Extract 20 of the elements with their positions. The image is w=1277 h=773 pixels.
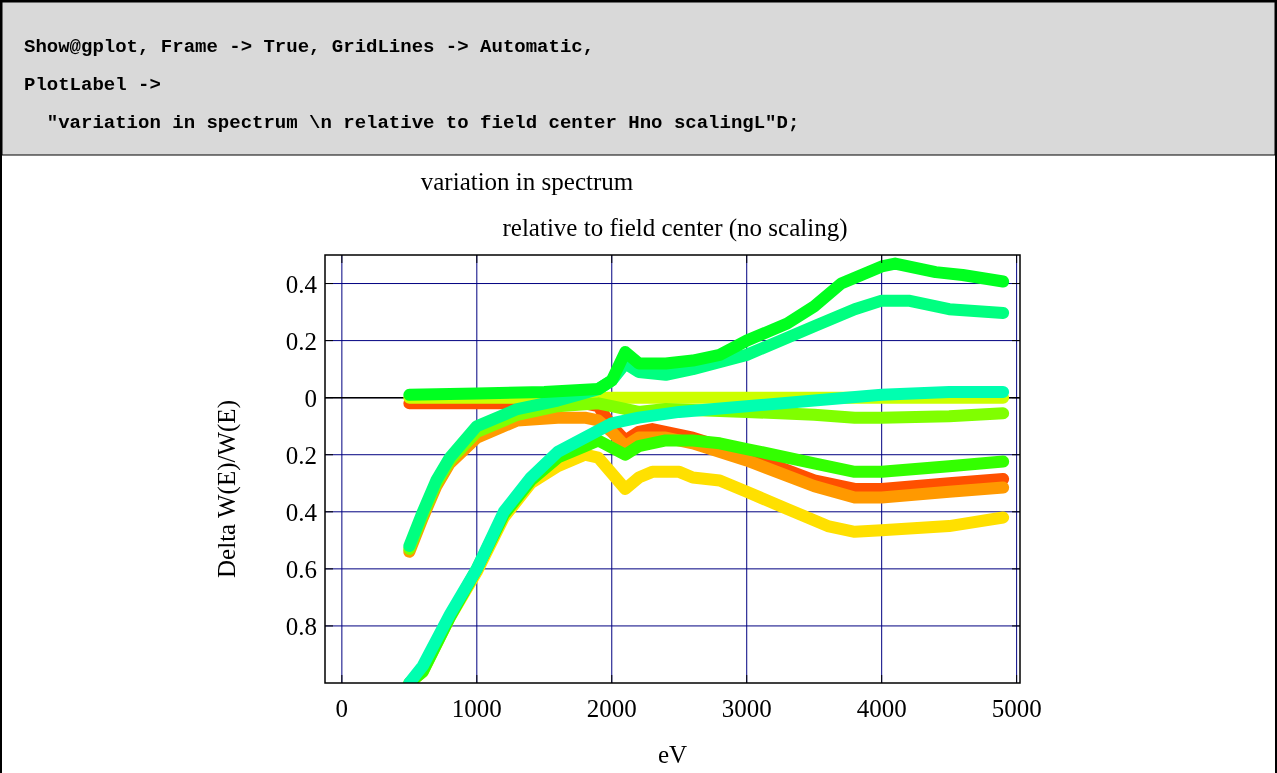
y-tick-label: 0.2 bbox=[285, 327, 317, 355]
y-tick-label: 0.8 bbox=[285, 612, 317, 640]
x-tick-label: 1000 bbox=[451, 695, 502, 722]
x-tick-label: 3000 bbox=[721, 695, 772, 722]
x-tick-label: 0 bbox=[335, 695, 349, 722]
y-tick-label: 0.4 bbox=[285, 498, 318, 526]
text: PlotLabel -> bbox=[24, 74, 161, 96]
chart-subtitle: relative to field center (no scaling) bbox=[502, 214, 848, 242]
y-tick-label: 0.4 bbox=[285, 270, 318, 298]
text: Show@gplot, Frame -> True, GridLines -> Automatic, bbox=[24, 36, 595, 58]
x-tick-label: 4000 bbox=[856, 695, 907, 722]
y-tick-label: 0.2 bbox=[285, 441, 317, 469]
text: "variation in spectrum \n relative to field center Hno scalingL"D; bbox=[24, 112, 800, 134]
x-tick-label: 5000 bbox=[991, 695, 1042, 722]
y-axis-title: Delta W(E)/W(E) bbox=[213, 400, 241, 578]
y-tick-label: 0.6 bbox=[285, 555, 317, 583]
x-tick-label: 2000 bbox=[586, 695, 637, 722]
x-axis-title: eV bbox=[657, 741, 688, 768]
chart-title: variation in spectrum bbox=[420, 168, 634, 195]
y-tick-label: 0 bbox=[304, 384, 317, 412]
